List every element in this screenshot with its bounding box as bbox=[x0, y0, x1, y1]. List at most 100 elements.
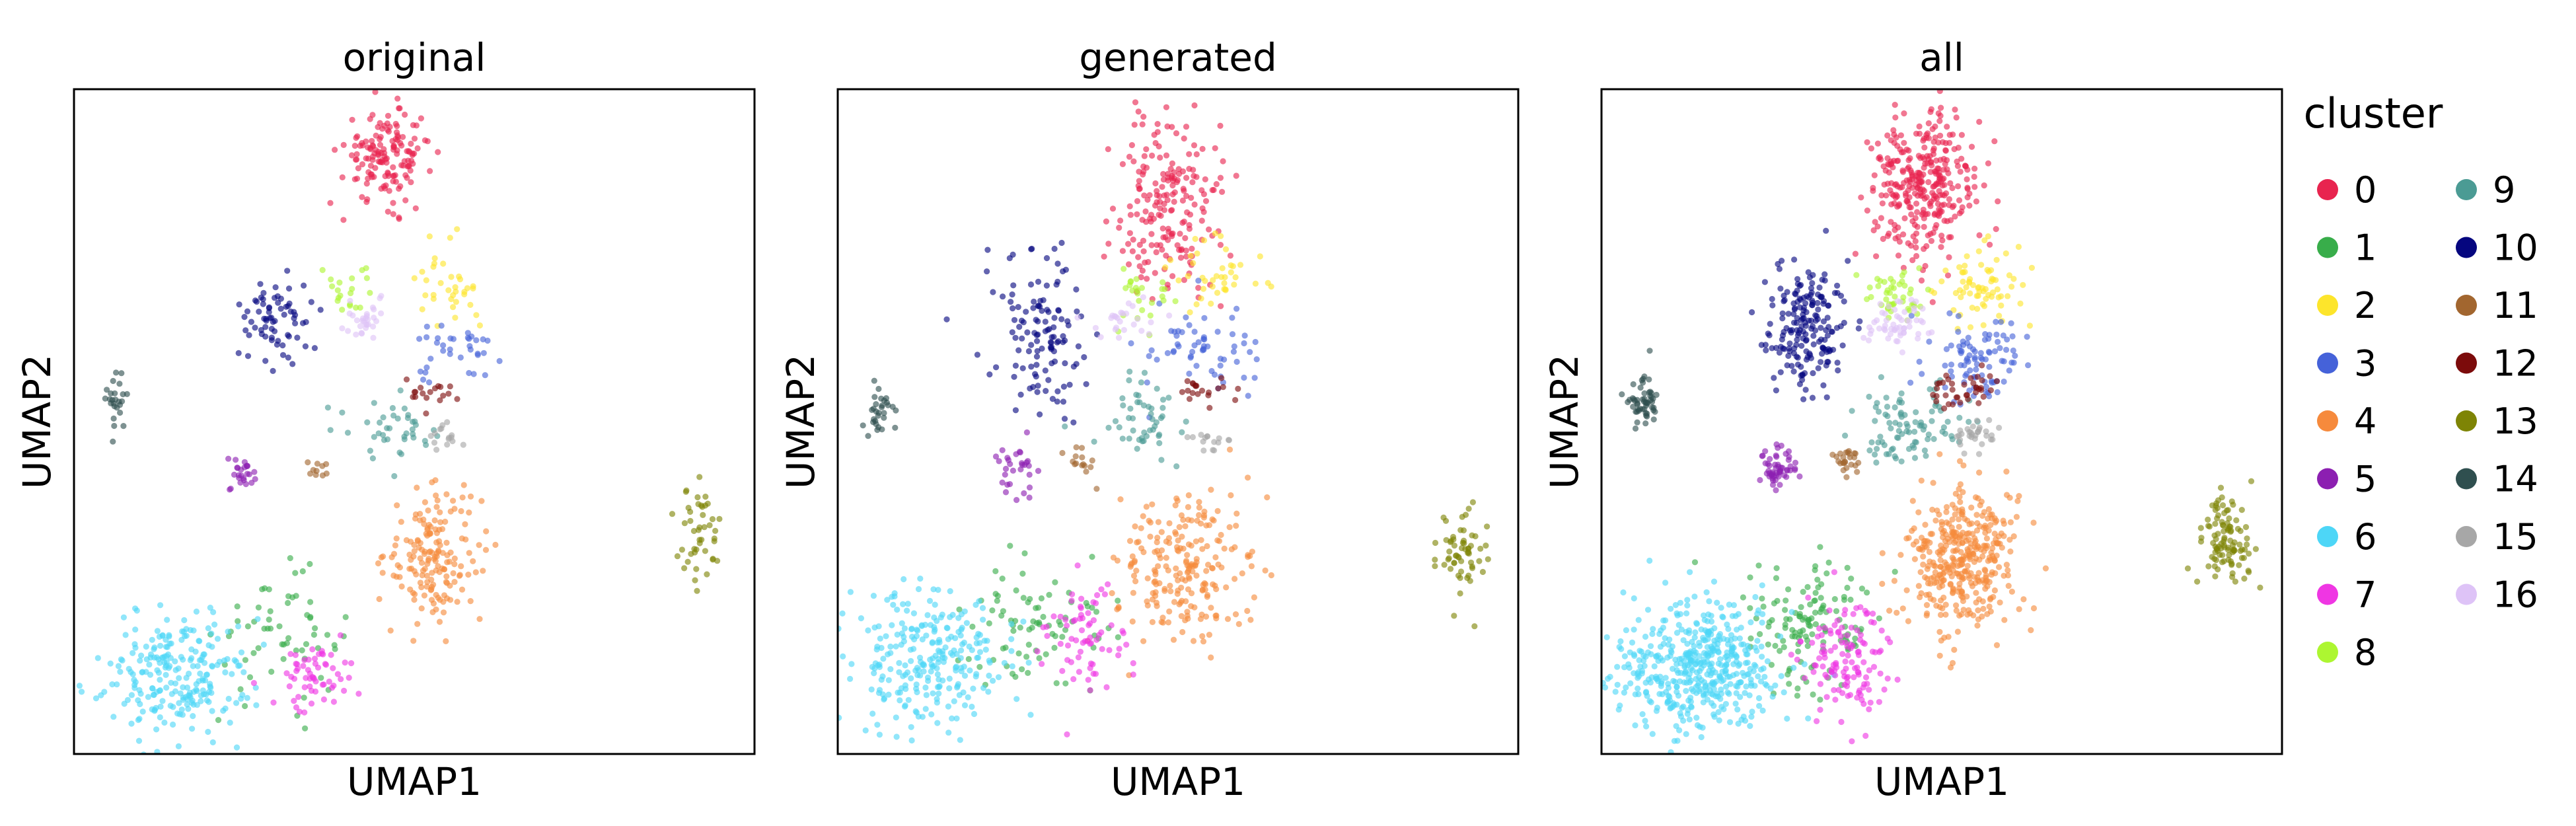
scatter-point bbox=[1135, 108, 1142, 115]
scatter-point bbox=[1958, 208, 1965, 215]
scatter-point bbox=[1973, 589, 1979, 596]
scatter-point bbox=[2007, 548, 2014, 555]
scatter-point bbox=[2229, 574, 2236, 580]
scatter-point bbox=[295, 694, 302, 700]
scatter-point bbox=[1432, 563, 1438, 570]
scatter-point bbox=[1025, 659, 1032, 666]
scatter-point bbox=[1786, 616, 1793, 622]
scatter-point bbox=[1956, 414, 1963, 421]
scatter-point bbox=[1138, 379, 1144, 386]
scatter-point bbox=[923, 692, 930, 698]
scatter-points bbox=[1601, 89, 2263, 754]
scatter-point bbox=[1198, 387, 1206, 394]
cluster-2-points bbox=[1162, 230, 1274, 316]
scatter-point bbox=[1946, 566, 1952, 573]
scatter-point bbox=[1143, 504, 1150, 510]
scatter-point bbox=[1212, 145, 1218, 151]
scatter-point bbox=[1730, 672, 1737, 679]
scatter-point bbox=[1965, 334, 1971, 341]
scatter-point bbox=[1647, 643, 1654, 650]
scatter-point bbox=[1918, 277, 1925, 284]
scatter-point bbox=[958, 665, 965, 671]
scatter-point bbox=[1674, 683, 1680, 690]
scatter-point bbox=[320, 696, 327, 703]
scatter-point bbox=[1831, 687, 1837, 693]
scatter-point bbox=[386, 425, 393, 432]
scatter-point bbox=[1755, 562, 1762, 569]
scatter-point bbox=[394, 415, 401, 422]
scatter-point bbox=[1232, 396, 1239, 404]
scatter-point bbox=[1909, 442, 1916, 449]
scatter-point bbox=[1646, 698, 1653, 704]
scatter-point bbox=[385, 112, 392, 119]
cluster-10-points bbox=[943, 239, 1101, 426]
scatter-point bbox=[1696, 653, 1703, 659]
scatter-point bbox=[1131, 122, 1138, 128]
scatter-point bbox=[1791, 306, 1798, 313]
scatter-point bbox=[1976, 469, 1983, 476]
scatter-point bbox=[331, 642, 338, 648]
scatter-point bbox=[1977, 350, 1984, 356]
scatter-point bbox=[379, 126, 386, 132]
scatter-point bbox=[1738, 624, 1744, 631]
scatter-point bbox=[875, 385, 882, 393]
scatter-point bbox=[1895, 252, 1902, 259]
scatter-point bbox=[1195, 278, 1202, 284]
scatter-point bbox=[1674, 701, 1680, 708]
scatter-point bbox=[1897, 411, 1904, 418]
scatter-point bbox=[1906, 204, 1913, 211]
scatter-point bbox=[1665, 685, 1672, 691]
scatter-point bbox=[1169, 273, 1176, 280]
scatter-point bbox=[1995, 338, 2001, 346]
scatter-point bbox=[1823, 227, 1829, 234]
scatter-point bbox=[1858, 194, 1864, 201]
scatter-point bbox=[423, 334, 430, 340]
x-axis-label: UMAP1 bbox=[1111, 759, 1245, 804]
scatter-point bbox=[1703, 589, 1710, 595]
scatter-point bbox=[1087, 687, 1093, 694]
scatter-point bbox=[1892, 221, 1898, 229]
scatter-point bbox=[319, 463, 326, 469]
scatter-point bbox=[1711, 648, 1718, 654]
scatter-point bbox=[1144, 575, 1151, 582]
scatter-point bbox=[1899, 605, 1906, 612]
scatter-point bbox=[378, 185, 385, 192]
scatter-point bbox=[1228, 546, 1235, 552]
scatter-point bbox=[1949, 387, 1956, 393]
scatter-point bbox=[461, 291, 468, 297]
scatter-point bbox=[1818, 324, 1824, 331]
scatter-point bbox=[1827, 648, 1834, 654]
scatter-point bbox=[868, 686, 875, 693]
scatter-point bbox=[342, 659, 348, 666]
scatter-point bbox=[295, 665, 301, 672]
scatter-point bbox=[1193, 151, 1200, 158]
scatter-point bbox=[1847, 454, 1853, 461]
scatter-point bbox=[1865, 337, 1872, 344]
scatter-point bbox=[914, 689, 920, 696]
scatter-point bbox=[1074, 308, 1080, 315]
scatter-point bbox=[1773, 575, 1780, 582]
scatter-point bbox=[1093, 609, 1100, 615]
scatter-point bbox=[1974, 305, 1981, 312]
scatter-point bbox=[1046, 591, 1052, 598]
scatter-point bbox=[1119, 248, 1126, 254]
cluster-12-points bbox=[1930, 362, 2000, 412]
scatter-point bbox=[205, 698, 212, 705]
scatter-point bbox=[422, 137, 429, 143]
scatter-point bbox=[1117, 496, 1124, 503]
scatter-point bbox=[437, 397, 443, 404]
scatter-point bbox=[1105, 581, 1111, 587]
scatter-point bbox=[1866, 667, 1872, 674]
scatter-point bbox=[1749, 708, 1755, 715]
scatter-point bbox=[1711, 702, 1717, 709]
scatter-point bbox=[926, 597, 934, 605]
scatter-point bbox=[1830, 346, 1837, 353]
scatter-point bbox=[1934, 507, 1940, 514]
scatter-point bbox=[1819, 276, 1825, 283]
scatter-point bbox=[1957, 348, 1964, 354]
scatter-point bbox=[1069, 591, 1076, 597]
legend-label: 14 bbox=[2493, 459, 2538, 500]
scatter-point bbox=[959, 641, 966, 648]
scatter-point bbox=[702, 548, 708, 554]
scatter-point bbox=[1913, 317, 1920, 324]
